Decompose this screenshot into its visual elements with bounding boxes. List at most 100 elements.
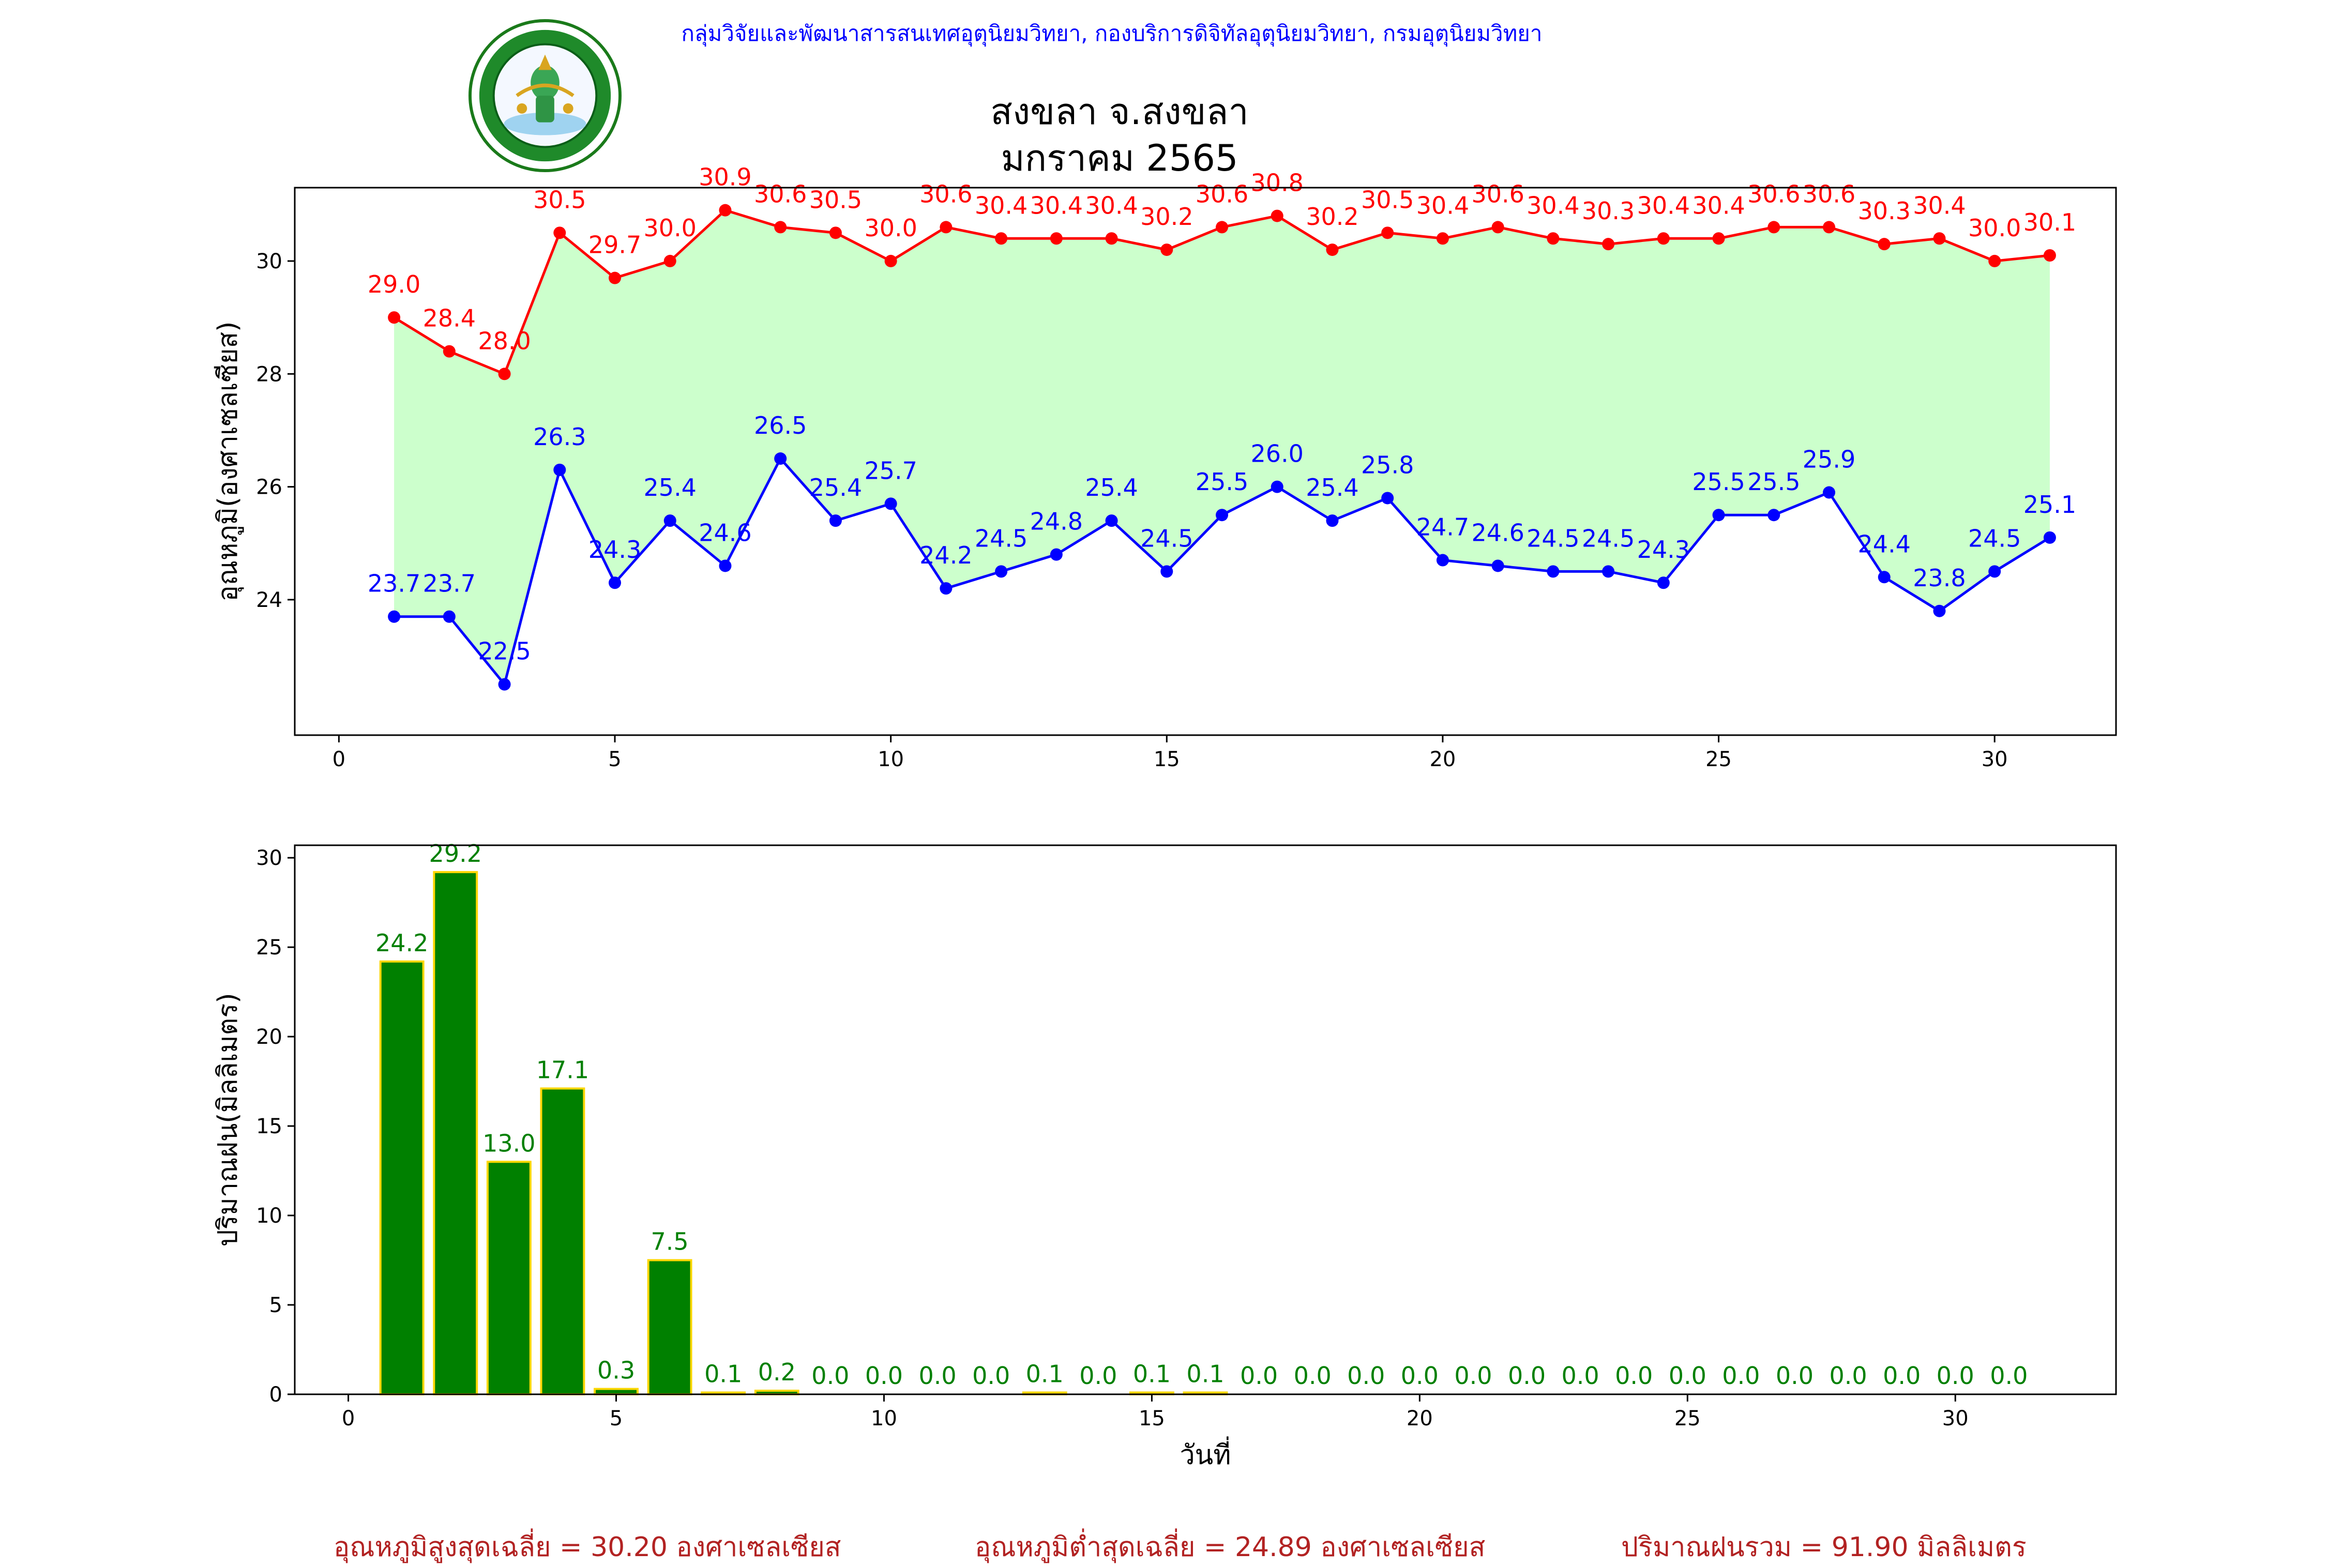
rain-x-tick-label: 25 (1674, 1407, 1701, 1430)
max-temp-point (774, 221, 787, 234)
temp-x-tick-label: 30 (1982, 748, 2008, 771)
min-temp-label: 24.8 (1030, 508, 1083, 536)
rainfall-bar (379, 960, 425, 1395)
rainfall-label: 7.5 (651, 1228, 689, 1256)
rainfall-label: 29.2 (429, 840, 482, 867)
min-temp-label: 25.5 (1692, 468, 1745, 496)
max-temp-point (1712, 232, 1725, 245)
max-temp-label: 30.5 (809, 186, 862, 214)
max-temp-point (663, 254, 676, 267)
temp-x-tick-label: 5 (608, 748, 621, 771)
rainfall-bar (647, 1259, 692, 1395)
rainfall-label: 0.0 (1669, 1362, 1706, 1390)
max-temp-point (1547, 232, 1560, 245)
min-temp-point (1988, 565, 2001, 578)
rainfall-label: 0.0 (1079, 1362, 1117, 1390)
rainfall-label: 0.0 (1294, 1362, 1332, 1390)
min-temp-point (1712, 509, 1725, 522)
temp-x-tick-label: 10 (878, 748, 904, 771)
max-temp-label: 30.3 (1582, 197, 1635, 225)
min-temp-label: 26.5 (754, 412, 807, 439)
rainfall-label: 0.1 (704, 1360, 742, 1388)
chart-title-month: มกราคม 2565 (1001, 137, 1238, 179)
min-temp-label: 25.4 (1085, 474, 1138, 501)
max-temp-label: 30.9 (699, 163, 751, 191)
min-temp-label: 24.2 (919, 541, 972, 569)
max-temp-point (719, 204, 732, 217)
max-temp-point (884, 254, 897, 267)
max-temp-label: 30.4 (1527, 191, 1579, 219)
min-temp-label: 25.8 (1361, 451, 1414, 479)
summary-avg-min: อุณหภูมิต่ำสุดเฉลี่ย = 24.89 องศาเซลเซีย… (975, 1532, 1486, 1563)
min-temp-label: 24.3 (1637, 536, 1690, 564)
rain-y-tick-label: 30 (256, 846, 282, 870)
max-temp-point (1050, 232, 1063, 245)
rainfall-label: 0.0 (1454, 1362, 1492, 1390)
rainfall-label: 0.0 (1401, 1362, 1439, 1390)
max-temp-point (498, 368, 511, 380)
max-temp-label: 30.6 (1471, 180, 1524, 208)
chart-title-station: สงขลา จ.สงขลา (990, 90, 1249, 133)
min-temp-point (1436, 554, 1449, 567)
rainfall-label: 0.2 (758, 1358, 796, 1386)
temp-y-axis-label: อุณหภูมิ(องศาเซลเซียส) (213, 322, 244, 602)
rain-y-axis-label: ปริมาณฝน(มิลลิเมตร) (213, 993, 244, 1246)
max-temp-point (1878, 238, 1891, 251)
min-temp-label: 25.9 (1803, 446, 1855, 474)
temperature-range-fill (394, 210, 2050, 684)
rainfall-bar (433, 871, 478, 1396)
summary-avg-max: อุณหภูมิสูงสุดเฉลี่ย = 30.20 องศาเซลเซีย… (334, 1532, 841, 1563)
min-temp-label: 22.5 (478, 637, 531, 665)
rain-y-tick-label: 20 (256, 1025, 282, 1049)
max-temp-label: 30.4 (975, 191, 1027, 219)
min-temp-point (1657, 576, 1670, 589)
rainfall-label: 0.0 (918, 1362, 956, 1390)
max-temp-label: 29.7 (588, 231, 641, 259)
min-temp-label: 25.5 (1747, 468, 1800, 496)
max-temp-label: 30.5 (1361, 186, 1414, 214)
min-temp-point (774, 452, 787, 465)
max-temp-label: 30.6 (1747, 180, 1800, 208)
max-temp-label: 28.0 (478, 327, 531, 355)
min-temp-label: 26.3 (533, 423, 586, 451)
min-temp-label: 25.7 (864, 456, 917, 484)
rainfall-label: 0.0 (1562, 1362, 1599, 1390)
min-temp-point (1271, 480, 1283, 493)
rain-y-tick-label: 15 (256, 1115, 282, 1138)
min-temp-label: 24.6 (1471, 519, 1524, 546)
rain-y-tick-label: 5 (269, 1293, 282, 1317)
rainfall-label: 0.0 (1615, 1362, 1653, 1390)
rain-x-tick-label: 5 (610, 1407, 623, 1430)
max-temp-label: 30.6 (754, 180, 807, 208)
max-temp-label: 30.4 (1416, 191, 1469, 219)
min-temp-label: 24.6 (699, 519, 751, 546)
max-temp-point (443, 345, 456, 358)
temp-y-tick-label: 28 (256, 362, 282, 386)
min-temp-label: 24.5 (1968, 524, 2021, 552)
rainfall-label: 0.0 (1722, 1362, 1760, 1390)
min-temp-label: 24.7 (1416, 513, 1469, 541)
rain-y-tick-label: 10 (256, 1204, 282, 1228)
max-temp-point (1491, 221, 1504, 234)
max-temp-label: 30.6 (1803, 180, 1855, 208)
min-temp-point (1602, 565, 1615, 578)
rainfall-label: 17.1 (536, 1056, 589, 1084)
min-temp-point (1216, 509, 1229, 522)
rain-x-tick-label: 20 (1407, 1407, 1433, 1430)
rainfall-label: 0.0 (1937, 1362, 1974, 1390)
max-temp-point (1657, 232, 1670, 245)
min-temp-label: 23.7 (368, 570, 420, 598)
rainfall-label: 24.2 (375, 929, 428, 957)
max-temp-label: 30.5 (533, 186, 586, 214)
temp-x-tick-label: 25 (1705, 748, 1732, 771)
rain-y-tick-label: 25 (256, 936, 282, 960)
max-temp-point (1381, 226, 1394, 239)
max-temp-point (1823, 221, 1836, 234)
rain-x-tick-label: 30 (1942, 1407, 1969, 1430)
min-temp-label: 24.3 (588, 536, 641, 564)
max-temp-label: 30.0 (864, 214, 917, 242)
rainfall-label: 0.3 (597, 1357, 635, 1384)
min-temp-label: 24.5 (975, 524, 1027, 552)
rainfall-label: 0.1 (1186, 1360, 1224, 1388)
min-temp-point (1878, 571, 1891, 584)
